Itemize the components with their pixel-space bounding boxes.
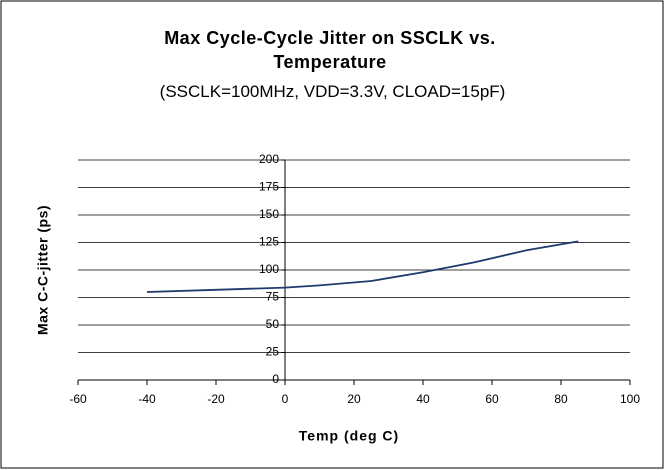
x-tick-label: 40	[416, 392, 430, 406]
y-tick-label: 175	[259, 180, 279, 194]
chart-subtitle: (SSCLK=100MHz, VDD=3.3V, CLOAD=15pF)	[159, 82, 506, 101]
y-tick-label: 50	[266, 317, 280, 331]
x-tick-label: 100	[620, 392, 640, 406]
x-tick-label: 20	[347, 392, 361, 406]
x-axis-label: Temp (deg C)	[299, 428, 399, 444]
x-tick-label: 60	[485, 392, 499, 406]
y-tick-label: 75	[266, 290, 280, 304]
series-line	[146, 240, 579, 293]
y-tick-label: 150	[259, 207, 279, 221]
x-tick-label: 80	[554, 392, 568, 406]
y-tick-label: 0	[272, 372, 279, 386]
chart-title: Max Cycle-Cycle Jitter on SSCLK vs. Temp…	[164, 28, 496, 72]
x-tick-label: -20	[207, 392, 225, 406]
y-tick-label: 200	[259, 152, 279, 166]
y-axis-label: Max C-C-jitter (ps)	[35, 205, 51, 335]
y-tick-label: 100	[259, 262, 279, 276]
y-tick-label: 125	[259, 235, 279, 249]
x-tick-label: -40	[138, 392, 156, 406]
y-tick-label: 25	[266, 345, 280, 359]
x-tick-label: 0	[282, 392, 289, 406]
x-tick-label: -60	[69, 392, 87, 406]
